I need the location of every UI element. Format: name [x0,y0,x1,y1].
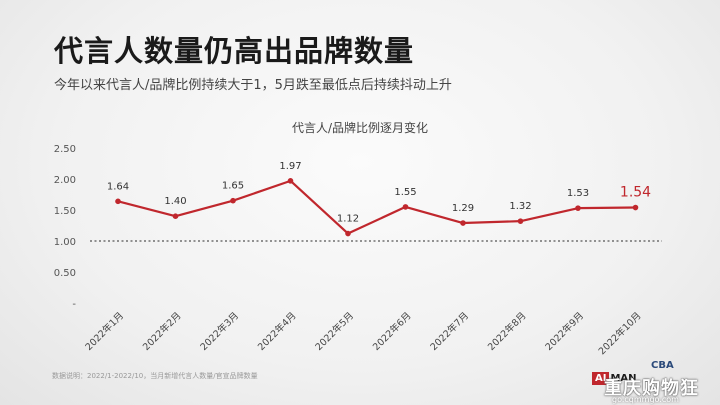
x-tick-label: 2022年8月 [485,310,528,353]
data-point [575,205,581,211]
data-point [402,204,409,210]
aiman-logo: AI MAN [592,370,637,386]
data-footnote: 数据说明：2022/1-2022/10，当月新增代言人数量/官宣品牌数量 [52,372,258,380]
data-label: 1.55 [394,187,416,198]
watermark-text: 重庆购物狂 [604,378,699,399]
page-title: 代言人数量仍高出品牌数量 [54,34,415,68]
x-tick-label: 2022年9月 [543,310,586,353]
data-point [115,198,121,205]
x-tick-label: 2022年4月 [255,310,298,353]
x-tick-label: 2022年3月 [198,310,241,353]
data-point [632,204,639,211]
y-tick-label: 2.50 [54,144,76,155]
data-label: 1.12 [337,214,359,225]
x-tick-label: 2022年1月 [83,310,126,353]
data-point [460,220,466,226]
watermark-url: go.cqmmgo.com [612,395,679,404]
x-tick-label: 2022年6月 [370,310,413,353]
y-tick-label: 1.00 [54,237,76,248]
data-label: 1.64 [107,181,129,192]
data-label: 1.29 [452,203,474,214]
x-tick-label: 2022年7月 [428,310,471,353]
data-point [172,213,179,219]
aiman-logo-box: AI [592,371,610,385]
y-tick-label: 1.50 [54,206,76,217]
data-label: 1.32 [509,201,531,212]
data-label: 1.40 [164,196,186,207]
y-tick-label: 0.50 [54,268,76,279]
y-tick-label: - [72,299,76,310]
y-tick-label: 2.00 [54,175,76,186]
data-label: 1.53 [567,188,589,199]
data-point [345,230,351,237]
aiman-logo-text: MAN [610,372,637,384]
data-point [287,178,294,184]
page-subtitle: 今年以来代言人/品牌比例持续大于1，5月跌至最低点后持续抖动上升 [54,78,452,93]
data-label: 1.97 [279,161,301,172]
x-tick-label: 2022年2月 [140,310,183,353]
series-line [117,179,636,235]
data-point [517,218,524,224]
data-label: 1.65 [222,181,244,192]
data-point [230,197,236,204]
chart-title: 代言人/品牌比例逐月变化 [291,121,429,135]
x-tick-label: 2022年10月 [596,310,644,358]
data-label: 1.54 [620,185,651,201]
cba-logo: CBA [651,360,674,371]
x-tick-label: 2022年5月 [313,310,356,353]
